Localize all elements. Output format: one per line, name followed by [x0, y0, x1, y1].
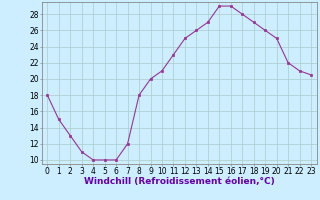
X-axis label: Windchill (Refroidissement éolien,°C): Windchill (Refroidissement éolien,°C) — [84, 177, 275, 186]
